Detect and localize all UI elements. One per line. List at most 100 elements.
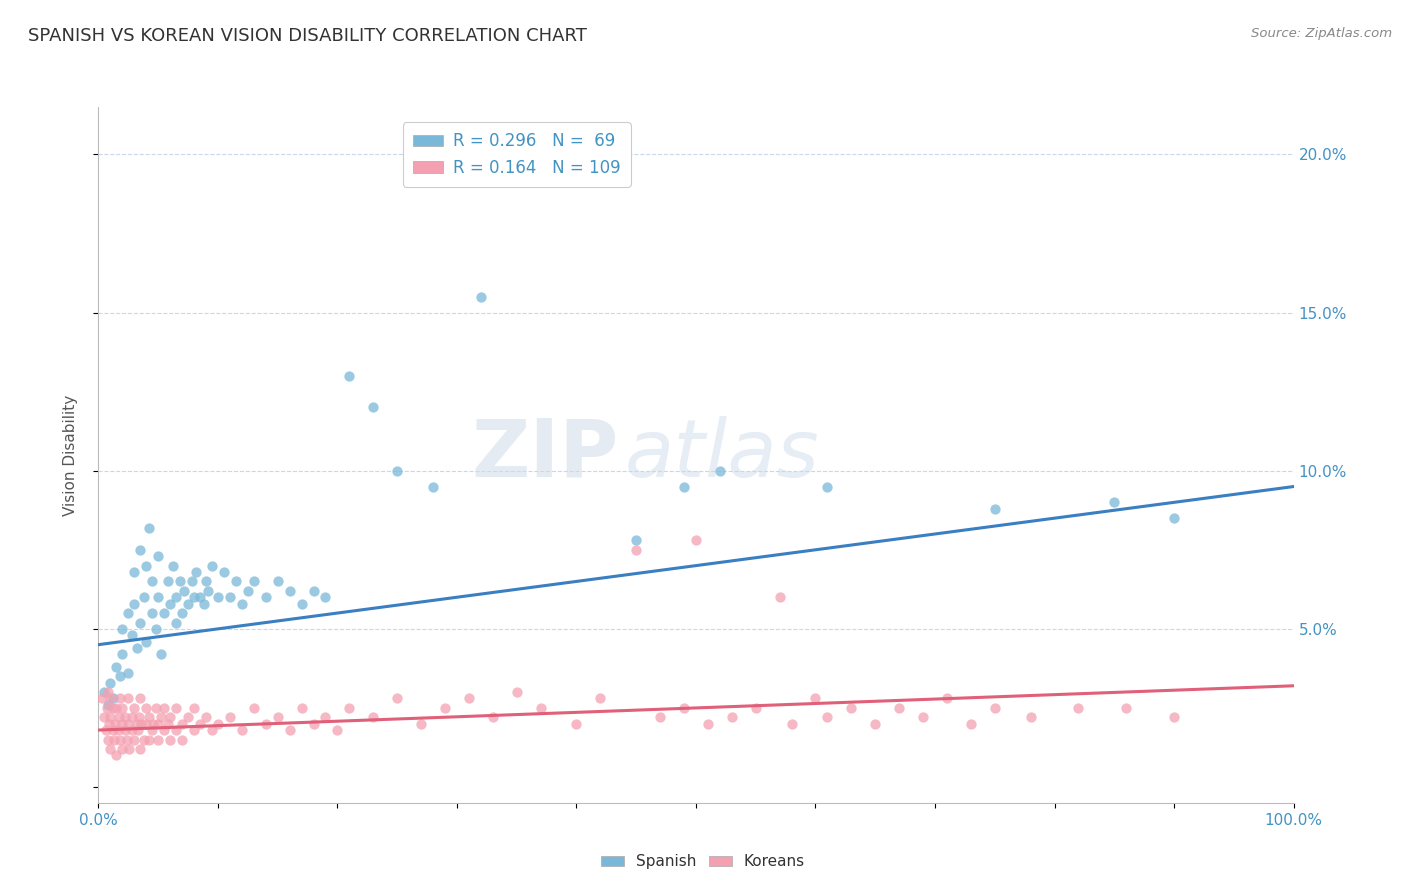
Point bbox=[1115, 701, 1137, 715]
Legend: Spanish, Koreans: Spanish, Koreans bbox=[595, 848, 811, 875]
Point bbox=[104, 716, 127, 731]
Point bbox=[132, 591, 155, 605]
Point bbox=[173, 583, 195, 598]
Point bbox=[326, 723, 349, 737]
Point bbox=[172, 606, 194, 620]
Point bbox=[148, 549, 170, 563]
Point bbox=[111, 742, 134, 756]
Point bbox=[254, 716, 277, 731]
Point bbox=[648, 710, 672, 724]
Text: SPANISH VS KOREAN VISION DISABILITY CORRELATION CHART: SPANISH VS KOREAN VISION DISABILITY CORR… bbox=[28, 27, 586, 45]
Point bbox=[841, 701, 863, 715]
Point bbox=[180, 574, 202, 589]
Point bbox=[121, 723, 143, 737]
Text: ZIP: ZIP bbox=[471, 416, 619, 494]
Point bbox=[159, 732, 181, 747]
Point bbox=[207, 591, 229, 605]
Point bbox=[236, 583, 259, 598]
Point bbox=[278, 583, 301, 598]
Point bbox=[1067, 701, 1090, 715]
Point bbox=[148, 732, 170, 747]
Point bbox=[127, 723, 149, 737]
Point bbox=[302, 583, 325, 598]
Point bbox=[815, 479, 838, 493]
Point bbox=[94, 723, 117, 737]
Point bbox=[197, 583, 219, 598]
Point bbox=[111, 716, 134, 731]
Point bbox=[117, 716, 139, 731]
Point bbox=[363, 710, 385, 724]
Point bbox=[481, 710, 505, 724]
Point bbox=[138, 521, 160, 535]
Point bbox=[93, 710, 115, 724]
Point bbox=[96, 701, 118, 715]
Point bbox=[697, 716, 720, 731]
Point bbox=[177, 597, 200, 611]
Point bbox=[183, 723, 205, 737]
Point bbox=[911, 710, 934, 724]
Point bbox=[98, 710, 122, 724]
Point bbox=[115, 732, 138, 747]
Point bbox=[194, 710, 218, 724]
Point bbox=[183, 701, 205, 715]
Point bbox=[105, 701, 128, 715]
Point bbox=[138, 710, 160, 724]
Point bbox=[243, 701, 266, 715]
Point bbox=[470, 290, 492, 304]
Point bbox=[207, 716, 229, 731]
Point bbox=[124, 701, 146, 715]
Point bbox=[889, 701, 911, 715]
Point bbox=[411, 716, 433, 731]
Point bbox=[124, 732, 146, 747]
Text: atlas: atlas bbox=[624, 416, 820, 494]
Point bbox=[815, 710, 838, 724]
Point bbox=[141, 723, 163, 737]
Point bbox=[105, 660, 128, 674]
Point bbox=[145, 701, 167, 715]
Point bbox=[101, 691, 124, 706]
Point bbox=[201, 558, 224, 573]
Point bbox=[107, 723, 129, 737]
Point bbox=[98, 675, 122, 690]
Point bbox=[936, 691, 959, 706]
Point bbox=[385, 691, 409, 706]
Point bbox=[984, 701, 1007, 715]
Point bbox=[804, 691, 827, 706]
Point bbox=[165, 701, 187, 715]
Point bbox=[745, 701, 768, 715]
Point bbox=[1163, 710, 1185, 724]
Point bbox=[111, 647, 134, 661]
Point bbox=[124, 565, 146, 579]
Point bbox=[153, 701, 176, 715]
Point bbox=[243, 574, 266, 589]
Point bbox=[1163, 511, 1185, 525]
Point bbox=[135, 701, 157, 715]
Point bbox=[169, 574, 191, 589]
Point bbox=[863, 716, 887, 731]
Point bbox=[188, 591, 211, 605]
Point bbox=[339, 701, 360, 715]
Point bbox=[149, 710, 172, 724]
Point bbox=[105, 748, 128, 763]
Point bbox=[142, 716, 165, 731]
Point bbox=[219, 591, 242, 605]
Point bbox=[339, 368, 360, 383]
Point bbox=[132, 732, 155, 747]
Point bbox=[201, 723, 224, 737]
Point bbox=[267, 710, 290, 724]
Point bbox=[363, 401, 385, 415]
Point bbox=[188, 716, 211, 731]
Point bbox=[97, 698, 120, 712]
Point bbox=[98, 716, 121, 731]
Point bbox=[101, 701, 124, 715]
Point bbox=[111, 622, 134, 636]
Point bbox=[165, 615, 187, 630]
Point bbox=[141, 606, 163, 620]
Text: Source: ZipAtlas.com: Source: ZipAtlas.com bbox=[1251, 27, 1392, 40]
Point bbox=[108, 691, 131, 706]
Point bbox=[129, 691, 152, 706]
Point bbox=[315, 591, 337, 605]
Point bbox=[107, 710, 129, 724]
Point bbox=[458, 691, 481, 706]
Point bbox=[709, 464, 731, 478]
